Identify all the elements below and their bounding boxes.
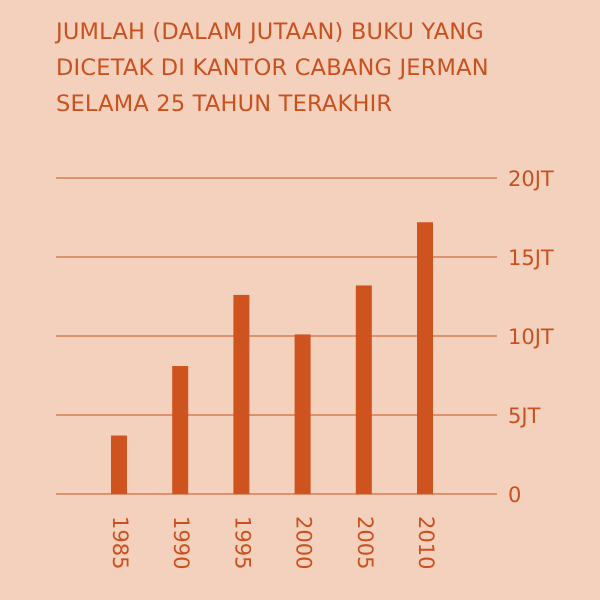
x-tick-label: 2000 xyxy=(292,516,316,569)
bar xyxy=(111,435,127,494)
y-tick-label: 20JT xyxy=(508,167,554,191)
chart-title-line-3: SELAMA 25 TAHUN TERAKHIR xyxy=(56,91,393,117)
x-tick-label: 1995 xyxy=(230,516,254,569)
bar xyxy=(172,366,189,494)
y-tick-label: 5JT xyxy=(508,404,541,428)
chart-title: JUMLAH (DALAM JUTAAN) BUKU YANG DICETAK … xyxy=(56,14,576,122)
x-tick-label: 2005 xyxy=(353,516,377,569)
y-tick-label: 10JT xyxy=(508,325,554,349)
bar xyxy=(417,222,433,495)
y-tick-label: 15JT xyxy=(508,246,554,270)
chart-title-line-2: DICETAK DI KANTOR CABANG JERMAN xyxy=(56,55,489,81)
x-tick-label: 1990 xyxy=(169,516,193,569)
y-tick-label: 0 xyxy=(508,483,521,507)
x-tick-label: 1985 xyxy=(108,516,132,569)
bar xyxy=(294,334,311,494)
bar xyxy=(233,294,250,494)
bar xyxy=(355,285,372,494)
x-tick-label: 2010 xyxy=(414,516,438,569)
chart-title-line-1: JUMLAH (DALAM JUTAAN) BUKU YANG xyxy=(56,19,484,45)
